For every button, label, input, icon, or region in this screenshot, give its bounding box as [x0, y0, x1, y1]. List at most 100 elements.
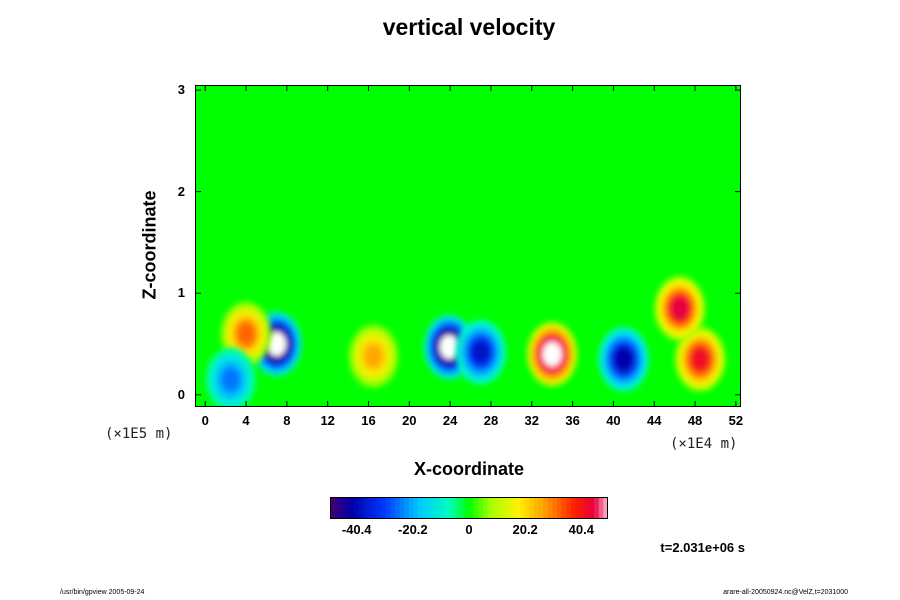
x-tick-label: 40	[606, 413, 621, 428]
colorbar-tick-label: 40.4	[568, 522, 594, 537]
x-tick-label: 12	[320, 413, 335, 428]
x-tick-label: 8	[283, 413, 291, 428]
colorbar-tick-label: 20.2	[512, 522, 538, 537]
colorbar-swatch	[473, 497, 479, 519]
colorbar-swatch	[450, 497, 456, 519]
colorbar-swatch	[566, 497, 572, 519]
x-tick-label: 24	[442, 413, 458, 428]
x-scale-label: (×1E4 m)	[670, 436, 738, 452]
colorbar-swatch	[547, 497, 553, 519]
colorbar-swatch	[339, 497, 345, 519]
colorbar-swatch	[561, 497, 567, 519]
colorbar-swatch	[594, 497, 600, 519]
colorbar-swatch	[584, 497, 590, 519]
colorbar-swatch	[580, 497, 586, 519]
colorbar-swatch	[385, 497, 391, 519]
x-tick-label: 28	[483, 413, 499, 428]
colorbar-swatch	[482, 497, 489, 519]
colorbar-swatch	[603, 497, 608, 519]
heatmap-feature-7	[654, 276, 705, 341]
colorbar-swatch	[538, 497, 544, 519]
colorbar-tick-label: 0	[465, 522, 473, 537]
colorbar-swatch	[575, 497, 581, 519]
colorbar-swatch	[501, 497, 507, 519]
colorbar-swatch	[367, 497, 373, 519]
colorbar-swatch	[408, 497, 414, 519]
colorbar-swatch	[418, 497, 424, 519]
colorbar-swatch	[330, 497, 336, 519]
y-tick-label: 1	[177, 285, 185, 301]
x-tick-label: 16	[361, 413, 376, 428]
x-tick-label: 0	[201, 413, 209, 428]
colorbar-swatch	[404, 497, 410, 519]
heatmap-plot	[195, 85, 741, 407]
x-tick-label: 36	[565, 413, 580, 428]
heatmap-feature-3	[526, 321, 578, 387]
colorbar-swatch	[524, 497, 530, 519]
colorbar-swatch	[362, 497, 368, 519]
colorbar-swatch	[376, 497, 382, 519]
colorbar-swatch	[431, 497, 438, 519]
colorbar-tick-label: -40.4	[341, 522, 372, 537]
heatmap-feature-4	[598, 327, 649, 392]
colorbar-swatch	[543, 497, 549, 519]
colorbar-swatch	[510, 497, 516, 519]
colorbar-swatch	[413, 497, 419, 519]
y-scale-label: (×1E5 m)	[105, 426, 173, 442]
y-axis-label: Z-coordinate	[139, 190, 160, 300]
time-annotation: t=2.031e+06 s	[660, 540, 745, 555]
x-tick-label: 48	[687, 413, 703, 428]
colorbar-swatch	[464, 497, 470, 519]
colorbar	[330, 497, 608, 519]
colorbar-swatch	[357, 497, 363, 519]
colorbar-swatch	[394, 497, 400, 519]
colorbar-swatch	[487, 497, 493, 519]
colorbar-swatch	[399, 497, 405, 519]
footer-right: arare-all-20050924.nc@VelZ,t=2031000	[723, 589, 848, 596]
colorbar-swatch	[598, 497, 604, 519]
colorbar-swatch	[515, 497, 521, 519]
x-tick-label: 32	[524, 413, 540, 428]
heatmap-feature-6	[348, 324, 399, 389]
chart-title: vertical velocity	[382, 14, 556, 40]
x-tick-label: 4	[242, 413, 250, 428]
y-tick-label: 3	[177, 82, 185, 98]
colorbar-swatch	[552, 497, 558, 519]
colorbar-swatch	[496, 497, 502, 519]
x-tick-label: 20	[402, 413, 417, 428]
heatmap-feature-9	[205, 347, 256, 407]
colorbar-swatch	[459, 497, 465, 519]
colorbar-swatch	[455, 497, 461, 519]
x-tick-label: 52	[728, 413, 744, 428]
colorbar-swatch	[506, 497, 512, 519]
colorbar-swatch	[427, 497, 433, 519]
colorbar-swatch	[441, 497, 447, 519]
colorbar-swatch	[380, 497, 387, 519]
colorbar-swatch	[557, 497, 563, 519]
heatmap-feature-2	[455, 319, 506, 385]
colorbar-swatch	[529, 497, 535, 519]
colorbar-swatch	[445, 497, 451, 519]
colorbar-swatch	[492, 497, 498, 519]
colorbar-swatch	[533, 497, 539, 519]
footer-left: /usr/bin/gpview 2005-09-24	[60, 589, 145, 596]
colorbar-swatch	[478, 497, 484, 519]
colorbar-swatch	[334, 497, 340, 519]
colorbar-swatch	[371, 497, 377, 519]
colorbar-swatch	[570, 497, 577, 519]
colorbar-swatch	[589, 497, 595, 519]
y-tick-label: 2	[177, 183, 185, 199]
colorbar-swatch	[422, 497, 428, 519]
heatmap-feature-5	[674, 327, 726, 392]
colorbar-swatch	[390, 497, 396, 519]
colorbar-swatch	[436, 497, 442, 519]
plot-frame	[195, 85, 741, 407]
heatmap-feature-8	[220, 301, 272, 367]
x-tick-label: 44	[647, 413, 662, 428]
colorbar-tick-label: -20.2	[398, 522, 428, 537]
y-tick-label: 0	[177, 386, 185, 402]
colorbar-frame	[330, 497, 608, 519]
x-axis-label: X-coordinate	[413, 459, 524, 479]
colorbar-swatch	[519, 497, 526, 519]
colorbar-swatch	[469, 497, 475, 519]
